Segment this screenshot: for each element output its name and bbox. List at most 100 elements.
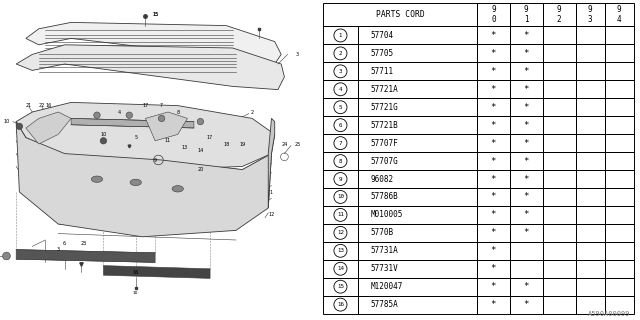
Text: 57785A: 57785A xyxy=(370,300,398,309)
Bar xyxy=(477,44,510,62)
Ellipse shape xyxy=(130,179,141,186)
Bar xyxy=(575,98,605,116)
Bar xyxy=(575,62,605,80)
Bar xyxy=(543,296,575,314)
Circle shape xyxy=(197,118,204,125)
Bar xyxy=(358,62,477,80)
Bar xyxy=(543,278,575,296)
Bar xyxy=(358,134,477,152)
Bar xyxy=(323,206,358,224)
Text: *: * xyxy=(491,174,496,183)
Text: *: * xyxy=(524,192,529,202)
Bar xyxy=(605,206,634,224)
Bar xyxy=(575,134,605,152)
Text: PARTS CORD: PARTS CORD xyxy=(376,10,424,19)
Bar xyxy=(358,242,477,260)
Text: 57721G: 57721G xyxy=(370,103,398,112)
Text: 9: 9 xyxy=(617,5,621,14)
Bar xyxy=(575,224,605,242)
Text: *: * xyxy=(524,121,529,130)
Bar xyxy=(510,170,543,188)
Text: 6: 6 xyxy=(63,241,66,246)
Bar xyxy=(477,80,510,98)
Text: *: * xyxy=(491,192,496,202)
Text: 19: 19 xyxy=(239,141,246,147)
Bar xyxy=(605,152,634,170)
Text: *: * xyxy=(491,49,496,58)
Text: 2: 2 xyxy=(250,109,253,115)
Text: 23: 23 xyxy=(81,241,87,246)
Text: *: * xyxy=(491,31,496,40)
Text: *: * xyxy=(524,67,529,76)
Bar xyxy=(605,134,634,152)
Text: *: * xyxy=(491,246,496,255)
Circle shape xyxy=(16,123,22,130)
Text: *: * xyxy=(524,174,529,183)
Text: 57721A: 57721A xyxy=(370,85,398,94)
Text: 6: 6 xyxy=(339,123,342,128)
Bar xyxy=(510,44,543,62)
Bar xyxy=(605,242,634,260)
Bar xyxy=(605,44,634,62)
Bar xyxy=(477,27,510,44)
Bar xyxy=(510,278,543,296)
Bar xyxy=(575,152,605,170)
Bar xyxy=(575,296,605,314)
Bar xyxy=(575,278,605,296)
Bar xyxy=(543,206,575,224)
Bar xyxy=(605,278,634,296)
Polygon shape xyxy=(26,112,71,144)
Text: 9: 9 xyxy=(491,5,495,14)
Bar xyxy=(510,62,543,80)
Circle shape xyxy=(100,138,107,144)
Text: 15: 15 xyxy=(152,12,158,17)
Text: 10: 10 xyxy=(3,119,10,124)
Text: *: * xyxy=(491,264,496,273)
Bar xyxy=(323,116,358,134)
Text: 57707F: 57707F xyxy=(370,139,398,148)
Bar xyxy=(605,80,634,98)
Text: 3: 3 xyxy=(56,247,60,252)
Bar xyxy=(605,296,634,314)
Bar xyxy=(323,3,477,27)
Text: 57705: 57705 xyxy=(370,49,394,58)
Bar xyxy=(575,242,605,260)
Text: 16: 16 xyxy=(132,269,139,275)
Bar xyxy=(323,260,358,278)
Text: 13: 13 xyxy=(181,145,188,150)
Bar xyxy=(543,116,575,134)
Polygon shape xyxy=(71,118,194,128)
Bar xyxy=(323,44,358,62)
Text: *: * xyxy=(491,67,496,76)
Bar xyxy=(605,224,634,242)
Text: 9: 9 xyxy=(154,157,157,163)
Text: 1: 1 xyxy=(524,15,529,24)
Bar xyxy=(323,278,358,296)
Bar xyxy=(477,224,510,242)
Bar xyxy=(477,62,510,80)
Bar xyxy=(543,242,575,260)
Circle shape xyxy=(126,112,132,118)
Bar xyxy=(358,170,477,188)
Circle shape xyxy=(158,115,165,122)
Text: *: * xyxy=(524,49,529,58)
Bar xyxy=(358,27,477,44)
Bar xyxy=(543,98,575,116)
Text: 8: 8 xyxy=(339,159,342,164)
Text: 9: 9 xyxy=(339,177,342,181)
Bar xyxy=(510,224,543,242)
Text: 9: 9 xyxy=(588,5,593,14)
Bar xyxy=(575,206,605,224)
Text: *: * xyxy=(491,139,496,148)
Bar xyxy=(323,62,358,80)
Text: *: * xyxy=(491,85,496,94)
Text: *: * xyxy=(491,156,496,165)
Polygon shape xyxy=(16,45,284,90)
Bar xyxy=(510,296,543,314)
Bar xyxy=(358,188,477,206)
Bar xyxy=(510,80,543,98)
Text: *: * xyxy=(524,228,529,237)
Text: 15: 15 xyxy=(152,12,158,17)
Bar xyxy=(477,116,510,134)
Bar xyxy=(543,3,575,27)
